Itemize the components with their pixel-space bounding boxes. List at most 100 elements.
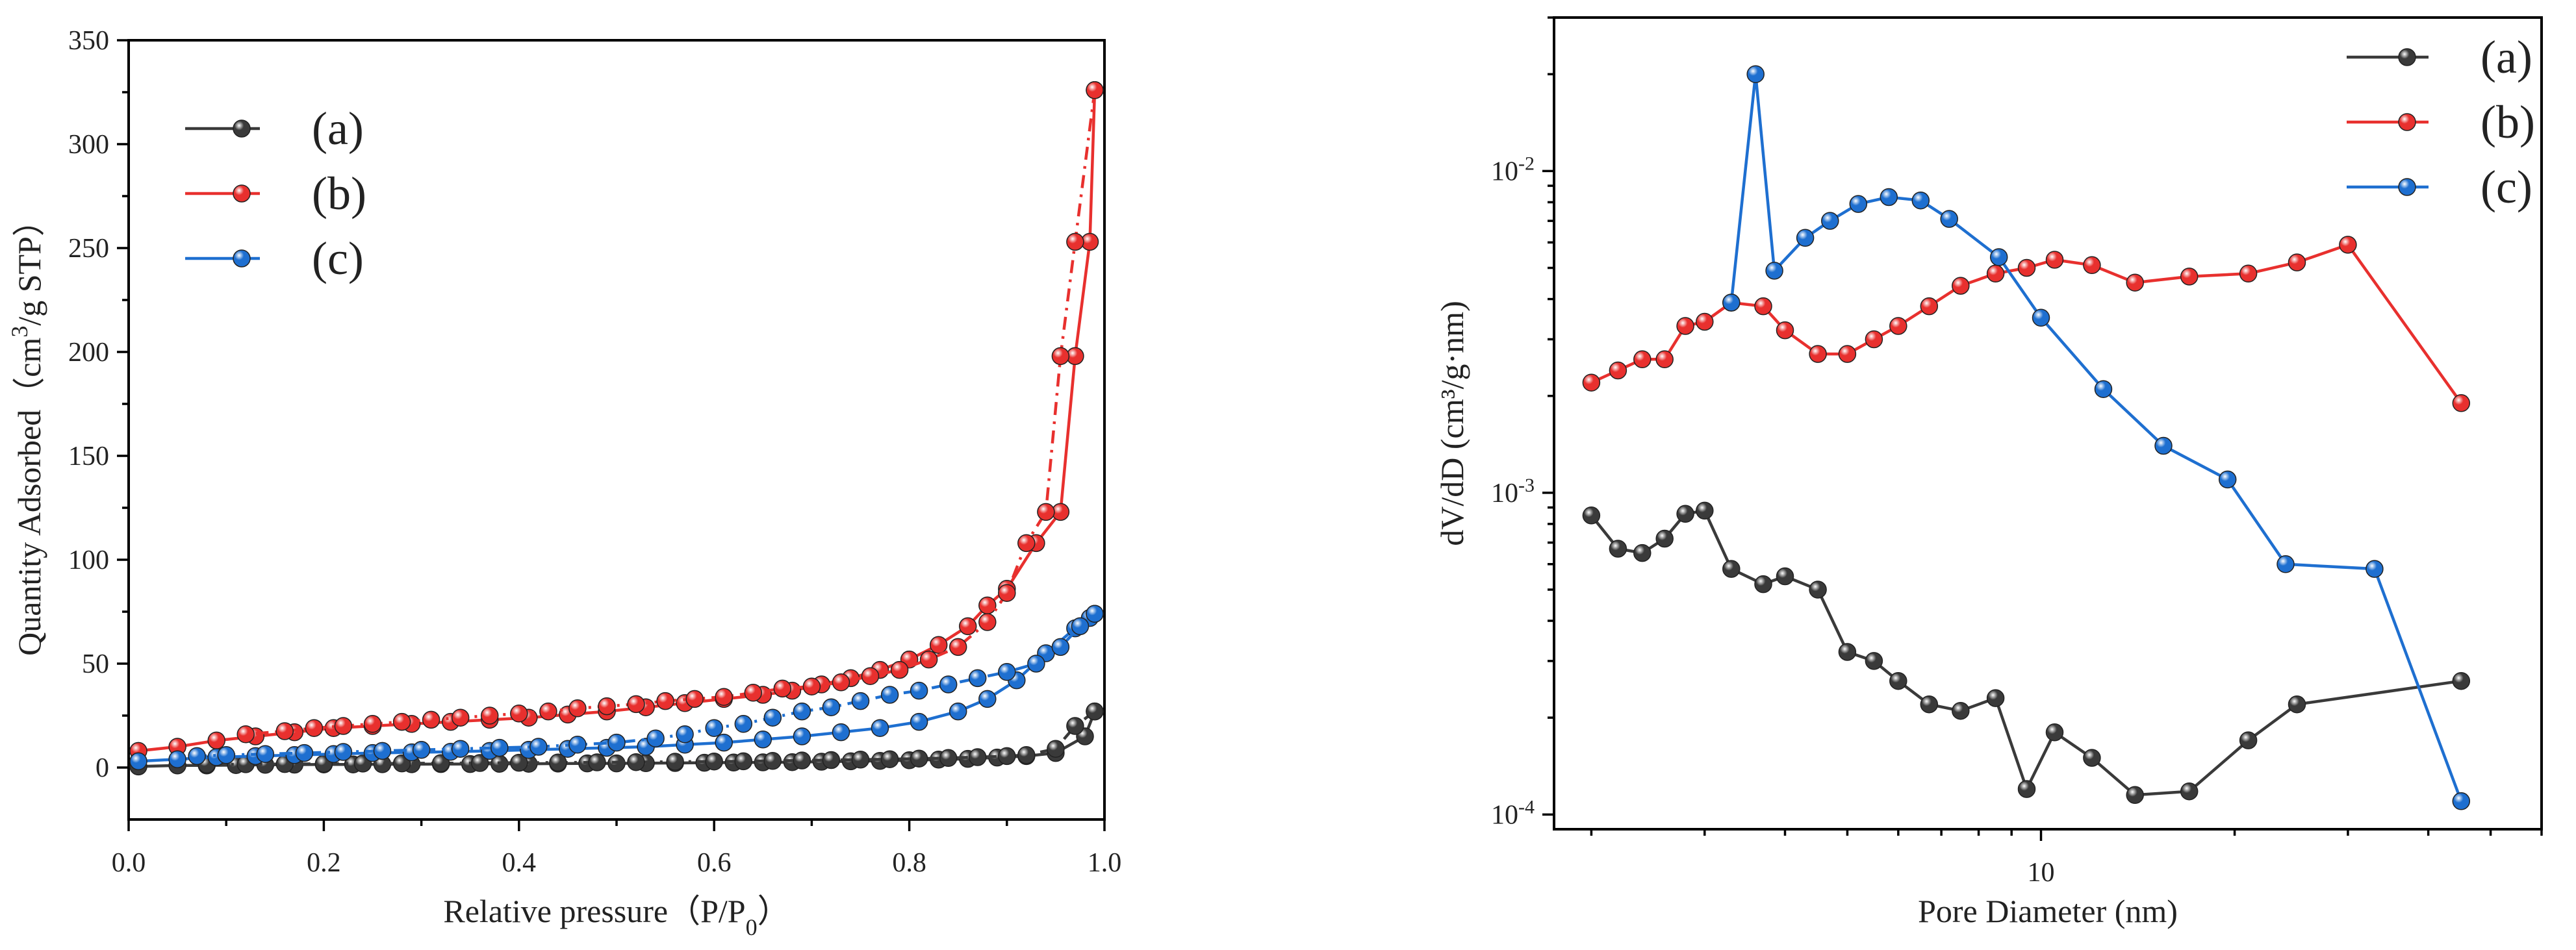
right-series-2-point xyxy=(2276,555,2295,573)
left-chart: 0.0 0.2 0.4 0.6 0.8 1.0050100150200250300350 … xyxy=(6,26,1121,940)
right-series-2-point xyxy=(1911,191,1930,210)
left-series-0-desorption-point xyxy=(910,749,928,768)
right-series-0-point xyxy=(1920,695,1939,714)
right-legend-marker xyxy=(2398,113,2416,131)
left-series-0-desorption-point xyxy=(793,751,811,769)
left-series-1-desorption-point xyxy=(334,717,353,735)
right-series-1-point xyxy=(1986,264,2005,283)
left-y-tick-label: 150 xyxy=(68,442,109,471)
right-series-0-point xyxy=(2017,780,2036,798)
right-y-tick-label: 10-2 xyxy=(1491,153,1535,187)
right-series-1-point xyxy=(1809,345,1827,363)
right-series-2-point xyxy=(2366,560,2384,578)
left-series-1-desorption-point xyxy=(773,679,792,698)
left-ticks: 0.0 0.2 0.4 0.6 0.8 1.0 0 50 100 150 200 250 300 350 xyxy=(68,26,1121,878)
left-series-1-desorption-point xyxy=(744,684,763,702)
left-series-2-adsorption-point xyxy=(949,702,967,721)
left-series-2-desorption-point xyxy=(676,725,694,744)
left-series-2-desorption-point xyxy=(334,743,353,761)
left-y-tick-label: 0 xyxy=(96,753,109,783)
left-series-1-adsorption-point xyxy=(978,596,997,615)
left-series-0-desorption-point xyxy=(470,754,489,772)
left-series-1-desorption-point xyxy=(919,650,938,669)
left-y-tick-label: 200 xyxy=(68,338,109,368)
right-ticks: 10 10-4 10-3 10-2 xyxy=(1491,16,2543,888)
right-series-0-point xyxy=(1655,529,1674,548)
left-series xyxy=(129,81,1104,776)
right-series-0-point xyxy=(1838,643,1857,661)
right-series-0-point xyxy=(1952,701,1970,720)
right-series-1-point xyxy=(1920,297,1939,316)
right-legend-label: (c) xyxy=(2480,161,2532,213)
left-series-2-desorption-point xyxy=(822,698,841,716)
left-legend-label: (a) xyxy=(312,103,364,155)
right-legend-marker xyxy=(2398,48,2416,66)
right-series-1-point xyxy=(2126,273,2144,292)
right-series-0-point xyxy=(1609,540,1627,558)
left-series-2-desorption-point xyxy=(734,715,753,733)
left-x-tick-label: 0.2 xyxy=(307,848,341,878)
right-legend-label: (a) xyxy=(2480,31,2532,83)
left-series-2-adsorption-point xyxy=(168,750,186,768)
left-legend-label: (c) xyxy=(312,232,364,284)
left-series-2-adsorption-point xyxy=(129,752,147,771)
left-series-0-desorption-point xyxy=(510,753,528,772)
right-plot-frame xyxy=(1553,16,2543,831)
right-series-2-point xyxy=(1722,294,1741,312)
right-x-axis-title: Pore Diameter (nm) xyxy=(1918,893,2178,929)
right-series-0-point xyxy=(1865,652,1883,670)
right-y-tick-label: 10-4 xyxy=(1491,796,1535,831)
right-series-2-point xyxy=(1765,262,1783,280)
left-series-0-desorption-point xyxy=(1047,740,1065,758)
right-series-2-point xyxy=(1796,229,1815,247)
left-series-0-desorption-point xyxy=(1066,717,1084,735)
left-series-0-desorption-point xyxy=(734,752,753,771)
left-series-2-desorption-point xyxy=(607,733,626,752)
left-series-0-desorption-point xyxy=(431,754,450,773)
left-series-1-desorption-point xyxy=(305,719,324,737)
right-series-0-point xyxy=(1676,505,1694,523)
left-series-2-desorption-point xyxy=(910,681,928,700)
left-series-2-adsorption-point xyxy=(978,690,997,708)
right-series-0-point xyxy=(2239,731,2258,749)
right-series-0-point xyxy=(1809,581,1827,599)
right-series-2-point xyxy=(1989,248,2008,266)
right-series-0-point xyxy=(1986,689,2005,707)
right-series-0-point xyxy=(1754,575,1772,594)
right-series-0-point xyxy=(2180,782,2199,801)
left-series-1-desorption-point xyxy=(236,725,255,744)
left-series-0-desorption-point xyxy=(666,753,684,771)
left-series-0-desorption-point xyxy=(1086,702,1104,721)
left-series-1-desorption-point xyxy=(715,688,733,706)
right-series-1-point xyxy=(1633,350,1651,369)
left-series-1-desorption-point xyxy=(363,715,382,733)
left-series-1-desorption-point xyxy=(832,673,850,692)
left-series-0-desorption-point xyxy=(822,751,841,769)
right-series-1-point xyxy=(2239,264,2258,283)
left-series-1-desorption-point xyxy=(275,722,294,740)
left-series-0-desorption-point xyxy=(939,749,958,768)
right-series-2-point xyxy=(2218,470,2237,489)
left-y-tick-label: 300 xyxy=(68,130,109,160)
left-x-tick-label: 0.0 xyxy=(112,848,146,878)
left-series-2-desorption-point xyxy=(939,675,958,694)
right-series-0-point xyxy=(1696,501,1714,520)
left-series-2-desorption-point xyxy=(998,663,1016,681)
left-series-1-adsorption-point xyxy=(929,636,948,654)
left-series-2-desorption-point xyxy=(1086,605,1104,623)
left-series-1-desorption-point xyxy=(949,638,967,656)
left-series-2-desorption-point xyxy=(188,747,206,766)
left-series-1-desorption-point xyxy=(480,706,499,725)
left-series-2-desorption-point xyxy=(646,729,665,747)
right-y-axis-title: dV/dD (cm³/g·nm) xyxy=(1434,301,1470,545)
right-series-0-point xyxy=(1722,560,1741,578)
left-series-1-desorption-point xyxy=(978,613,997,631)
left-series-2-desorption-point xyxy=(1051,638,1070,656)
left-series-0-desorption-point xyxy=(627,753,645,771)
right-series-2-point xyxy=(1849,195,1868,213)
right-series-1-point xyxy=(1655,350,1674,369)
right-series-0-point xyxy=(1889,671,1907,690)
left-x-tick-label: 0.4 xyxy=(502,848,537,878)
left-series-2-adsorption-point xyxy=(754,731,772,749)
